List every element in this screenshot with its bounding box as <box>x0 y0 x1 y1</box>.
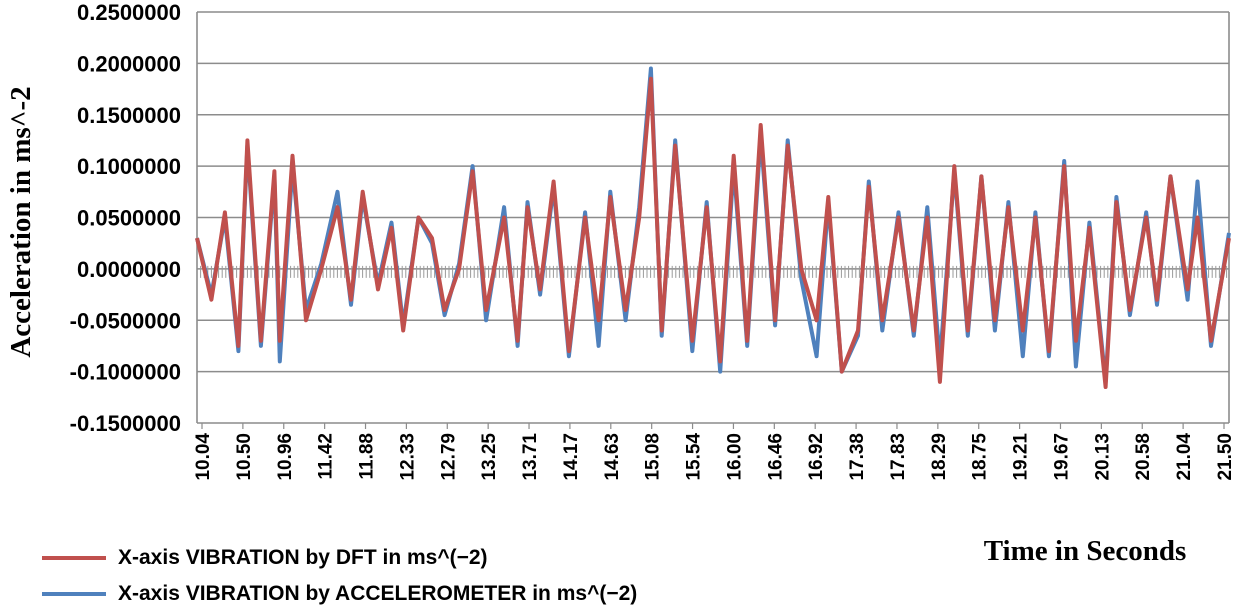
x-tick-label: 15.08 <box>643 433 664 481</box>
x-axis-title: Time in Seconds <box>984 535 1187 567</box>
y-tick-label: 0.2000000 <box>77 51 181 76</box>
y-tick-label: 0.1000000 <box>77 154 181 179</box>
x-tick-label: 14.63 <box>602 433 623 481</box>
x-tick-label: 19.67 <box>1051 433 1072 481</box>
legend-swatch-dft <box>42 556 106 560</box>
y-tick-label: 0.2500000 <box>77 0 181 25</box>
x-tick-label: 21.04 <box>1174 433 1195 481</box>
legend-item-accelerometer: X-axis VIBRATION by ACCELEROMETER in ms^… <box>42 576 637 612</box>
x-tick-label: 13.71 <box>520 433 541 481</box>
y-tick-label: 0.0500000 <box>77 206 181 231</box>
y-tick-label: -0.0500000 <box>70 308 181 333</box>
x-tick-label: 10.04 <box>193 433 214 481</box>
x-tick-label: 16.46 <box>765 433 786 481</box>
x-tick-label: 16.00 <box>724 433 745 481</box>
x-tick-label: 11.42 <box>316 433 337 480</box>
legend-item-dft: X-axis VIBRATION by DFT in ms^(−2) <box>42 540 637 576</box>
x-tick-label: 12.33 <box>397 433 418 481</box>
legend-label-accelerometer: X-axis VIBRATION by ACCELEROMETER in ms^… <box>118 582 638 605</box>
x-tick-label: 15.54 <box>684 433 705 481</box>
x-tick-label: 21.50 <box>1215 433 1234 481</box>
legend-swatch-accelerometer <box>42 592 106 596</box>
y-tick-label: 0.0000000 <box>77 257 181 282</box>
x-tick-label: 16.92 <box>806 433 827 481</box>
x-tick-label: 17.83 <box>888 433 909 481</box>
x-tick-label: 20.13 <box>1092 433 1113 481</box>
x-tick-label: 10.50 <box>234 433 255 481</box>
x-tick-labels: 10.04 10.50 10.96 11.42 11.88 12.33 12.79 13.25… <box>193 433 1234 481</box>
y-tick-label: 0.1500000 <box>77 103 181 128</box>
x-tick-label: 10.96 <box>275 433 296 481</box>
x-tick-label: 14.17 <box>561 433 582 481</box>
y-tick-label: -0.1500000 <box>70 411 181 436</box>
series-lines <box>195 66 1231 389</box>
x-tick-label: 13.25 <box>479 433 500 481</box>
x-tick-label: 20.58 <box>1133 433 1154 481</box>
x-tick-label: 18.75 <box>970 433 991 481</box>
series-line-dft <box>195 76 1231 389</box>
x-tick-label: 17.38 <box>847 433 868 481</box>
x-tick-label: 19.21 <box>1011 433 1032 481</box>
y-tick-labels: 0.2500000 0.2000000 0.1500000 0.1000000 0.05… <box>70 0 181 436</box>
legend: X-axis VIBRATION by DFT in ms^(−2) X-axi… <box>42 540 637 612</box>
x-tick-label: 11.88 <box>357 433 378 480</box>
y-axis-title: Acceleration in ms^-2 <box>5 86 37 357</box>
x-tick-label: 18.29 <box>929 433 950 481</box>
x-tick-label: 12.79 <box>438 433 459 481</box>
y-tick-label: -0.1000000 <box>70 360 181 385</box>
legend-label-dft: X-axis VIBRATION by DFT in ms^(−2) <box>118 546 488 569</box>
